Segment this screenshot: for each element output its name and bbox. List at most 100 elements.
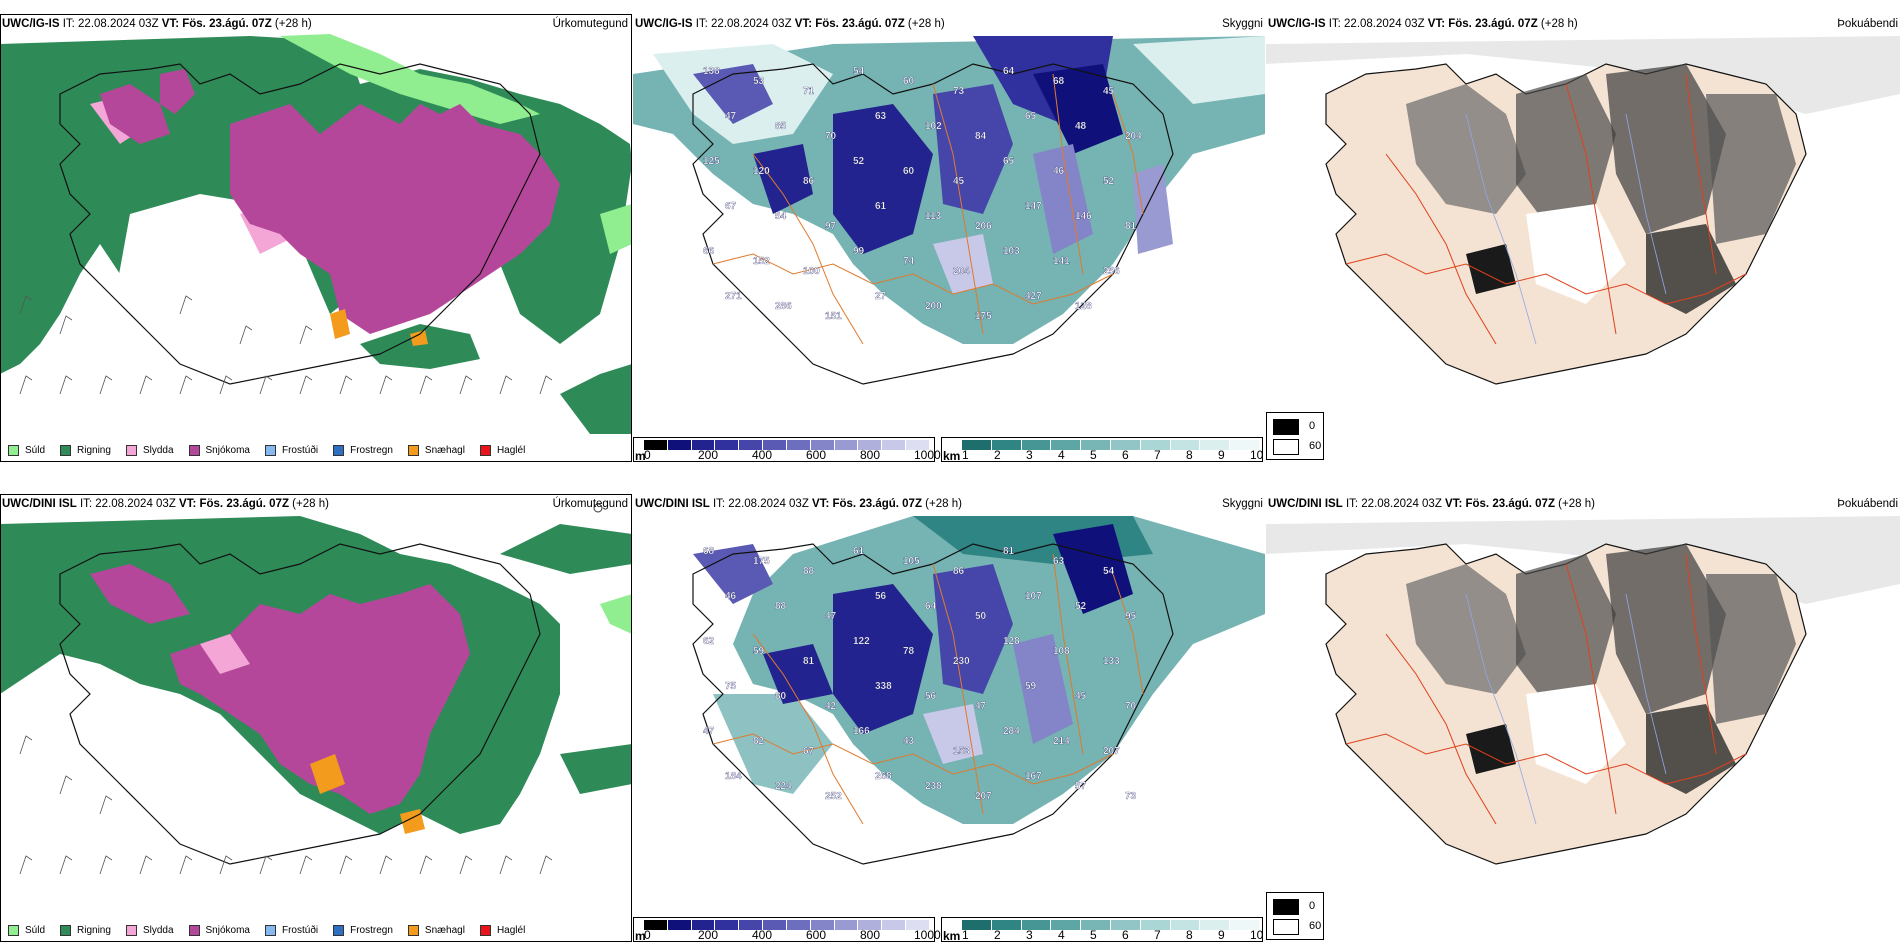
legend-swatch: [188, 925, 200, 936]
legend-label: Snjókoma: [205, 445, 250, 456]
colorbar-tick: 9: [1218, 928, 1225, 942]
colorbar-tick: 8: [1186, 448, 1193, 462]
visibility-label: 286: [775, 301, 792, 312]
visibility-ticks: 1 2 3 4 5 6 7 8 9 10: [962, 448, 1263, 462]
precip-legend-item: Snjókoma: [188, 445, 250, 456]
fog-legend-swatch: [1273, 439, 1299, 455]
colorbar-cell: [644, 440, 668, 450]
visibility-label: 61: [875, 201, 887, 212]
legend-swatch: [125, 445, 137, 456]
visibility-label: 214: [1053, 736, 1070, 747]
model-name: UWC/DINI ISL: [2, 498, 77, 510]
map-header: UWC/IG-IS IT: 22.08.2024 03Z VT: Fös. 23…: [1268, 18, 1578, 30]
visibility-label: 47: [725, 111, 737, 122]
visibility-label: 166: [853, 726, 870, 737]
colorbar-tick: 8: [1186, 928, 1193, 942]
precip-legend-item: Súld: [8, 925, 45, 936]
visibility-label: 427: [1025, 291, 1042, 302]
panel-title: Skyggni: [1222, 18, 1263, 30]
precip-legend-item: Súld: [8, 445, 45, 456]
precip-legend-item: Snæhagl: [407, 445, 465, 456]
visibility-label: 207: [1103, 746, 1120, 757]
ceiling-ticks: 0 200 400 600 800 1000: [644, 928, 941, 942]
colorbar-tick: 800: [860, 928, 881, 942]
fog-legend-label: 0: [1309, 420, 1316, 432]
ceiling-unit: m: [635, 449, 646, 462]
legend-swatch: [8, 925, 19, 936]
colorbar-tick: 7: [1154, 928, 1161, 942]
colorbar-cell: [715, 440, 740, 450]
visibility-label: 70: [825, 131, 837, 142]
visibility-label: 60: [903, 166, 915, 177]
ceiling-ticks: 0 200 400 600 800 1000: [644, 448, 941, 462]
visibility-label: 146: [1075, 211, 1092, 222]
colorbar-tick: 200: [698, 928, 719, 942]
visibility-label: 81: [803, 656, 815, 667]
visibility-label: 73: [1125, 791, 1137, 802]
visibility-label: 56: [925, 691, 937, 702]
visibility-label: 74: [903, 256, 915, 267]
visibility-label: 152: [753, 256, 770, 267]
visibility-label: 99: [853, 246, 865, 257]
visibility-panel-top: 138 53 71 54 60 73 64 68 45 47 85 70 63 102 84 65 48 204 1…: [633, 14, 1265, 462]
visibility-label: 70: [1125, 701, 1137, 712]
map-header: UWC/IG-IS IT: 22.08.2024 03Z VT: Fös. 23…: [2, 18, 312, 30]
precip-legend-item: Frostregn: [333, 445, 393, 456]
fog-panel-top: UWC/IG-IS IT: 22.08.2024 03Z VT: Fös. 23…: [1266, 14, 1900, 462]
colorbar-cell: [763, 440, 787, 450]
visibility-label: 62: [703, 636, 715, 647]
visibility-label: 47: [975, 701, 987, 712]
visibility-colorbar: km 1 2 3 4 5 6 7 8 9 10: [941, 917, 1263, 942]
colorbar-cell: [739, 920, 764, 930]
legend-swatch: [333, 925, 345, 936]
visibility-labels: 68 175 88 61 105 86 81 63 54 46 88 47 56 64 50 107 52 95 6…: [703, 546, 1137, 802]
precip-type-panel-top: UWC/IG-IS IT: 22.08.2024 03Z VT: Fös. 23…: [0, 14, 632, 462]
lead-time: (+28 h): [1554, 498, 1595, 510]
colorbar-cell: [1110, 440, 1141, 450]
map-header: UWC/DINI ISL IT: 22.08.2024 03Z VT: Fös.…: [1268, 498, 1595, 510]
colorbar-tick: 1: [962, 928, 969, 942]
visibility-label: 224: [775, 781, 792, 792]
visibility-label: 63: [875, 111, 887, 122]
visibility-label: 175: [975, 311, 992, 322]
colorbar-tick: 200: [698, 448, 719, 462]
visibility-label: 65: [1003, 156, 1015, 167]
colorbar-cell: [1051, 440, 1082, 450]
visibility-label: 54: [775, 211, 787, 222]
visibility-label: 175: [753, 556, 770, 567]
visibility-label: 204: [1125, 131, 1142, 142]
visibility-labels: 138 53 71 54 60 73 64 68 45 47 85 70 63 102 84 65 48 204 1…: [703, 66, 1142, 322]
visibility-label: 206: [975, 221, 992, 232]
visibility-label: 151: [825, 311, 842, 322]
lead-time: (+28 h): [271, 18, 312, 30]
fog-legend-label: 60: [1309, 440, 1322, 452]
precip-legend-item: Snjókoma: [188, 925, 250, 936]
colorbar-tick: 7: [1154, 448, 1161, 462]
colorbar-cell: [691, 440, 716, 450]
visibility-label: 82: [753, 736, 765, 747]
visibility-label: 122: [853, 636, 870, 647]
fog-map-bottom: [1266, 494, 1900, 942]
visibility-label: 53: [753, 76, 765, 87]
legend-swatch: [264, 925, 276, 936]
legend-swatch: [407, 445, 419, 456]
precip-legend-item: Haglél: [479, 925, 525, 936]
model-name: UWC/IG-IS: [2, 18, 60, 30]
colorbar-cell: [667, 440, 692, 450]
legend-label: Rigning: [77, 925, 111, 936]
valid-time: VT: Fös. 23.ágú. 07Z: [179, 498, 289, 510]
visibility-label: 68: [703, 546, 715, 557]
ceiling-colorbar: m 0 200 400 600 800 1000: [633, 437, 941, 462]
colorbar-cell: [991, 920, 1022, 930]
colorbar-tick: 4: [1058, 928, 1065, 942]
valid-time: VT: Fös. 23.ágú. 07Z: [794, 18, 905, 30]
precip-legend-item: Slydda: [125, 445, 174, 456]
visibility-label: 67: [803, 746, 815, 757]
visibility-label: 61: [853, 546, 865, 557]
colorbar-cell: [1140, 440, 1171, 450]
legend-swatch: [188, 445, 200, 456]
lead-time: (+28 h): [288, 498, 329, 510]
colorbar-cell: [1140, 920, 1171, 930]
colorbar-tick: 0: [644, 448, 651, 462]
init-time: IT: 22.08.2024 03Z: [76, 498, 180, 510]
